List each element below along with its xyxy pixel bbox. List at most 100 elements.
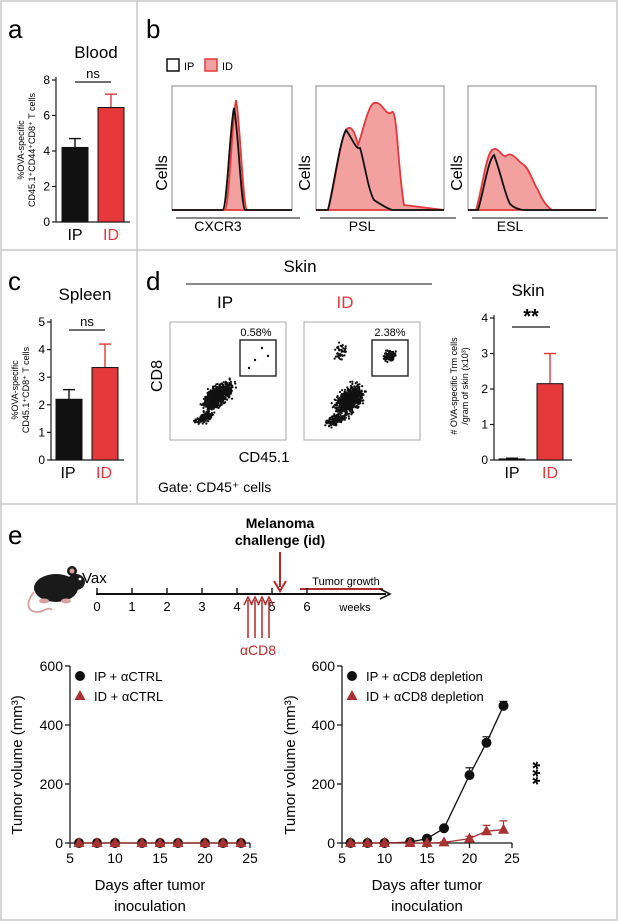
flow-dot	[210, 392, 213, 396]
tumor-growth-actrl-chart: 0 200 400 600 5 10 15 20 25 IP + αCTRL ID + αCTRL	[40, 658, 258, 866]
e-left-point-1-2	[109, 837, 121, 847]
flow-dot	[358, 383, 361, 386]
panel-c-ytick-label-2: 2	[38, 398, 45, 412]
flow-plot-id-dots	[324, 341, 397, 429]
flow-dot	[383, 356, 386, 359]
flow-dot	[341, 404, 344, 408]
flow-dot	[342, 393, 345, 396]
flow-dot	[343, 398, 346, 401]
flow-dot	[203, 413, 206, 416]
e-right-series-line-0	[350, 705, 505, 844]
panel-a-ytick-label-2: 4	[43, 144, 50, 158]
flow-dot	[224, 388, 227, 391]
flow-dot	[342, 347, 345, 350]
flow-dot	[338, 409, 341, 412]
flow-dot	[217, 394, 220, 397]
flow-dot	[328, 421, 331, 424]
panel-d-bar-ylabel-2: /gram of skin (x10³)	[460, 347, 470, 425]
flow-dot	[218, 404, 221, 407]
flow-dot	[361, 385, 364, 388]
flow-dot	[347, 393, 350, 397]
flow-dot	[209, 399, 212, 403]
flow-dot	[349, 405, 352, 408]
flow-plot-id-gate	[371, 339, 409, 377]
flow-dot	[223, 393, 226, 396]
flow-dot	[343, 402, 346, 405]
flow-dot	[349, 384, 353, 387]
flow-dot	[210, 394, 213, 398]
flow-dot	[347, 402, 350, 405]
panel-d-bar-id	[536, 383, 564, 461]
e-right-ytick-label-2: 400	[312, 717, 336, 733]
flow-dot	[230, 384, 233, 387]
flow-dot	[390, 359, 393, 362]
flow-dot	[393, 352, 396, 355]
timeline-challenge-line2: challenge (id)	[235, 532, 325, 548]
histogram-psl-id-curve	[316, 101, 445, 211]
panel-d-xlabel-ip: IP	[504, 465, 519, 482]
timeline-acd8-arrows	[243, 595, 274, 638]
panel-letter-d: d	[146, 266, 160, 296]
panel-c-ylabel-2: CD45.1⁺CD8⁺ T cells	[21, 346, 31, 433]
flow-dot	[358, 392, 361, 395]
timeline-weeks-label: weeks	[338, 602, 371, 614]
e-right-xtick-label-4: 25	[504, 850, 520, 866]
e-left-point-1-3	[136, 837, 148, 847]
panel-c-ytick-label-4: 4	[38, 343, 45, 357]
panel-d-skin-header: Skin	[283, 257, 316, 276]
flow-dot	[213, 391, 216, 394]
flow-dot	[341, 389, 344, 392]
flow-dot	[382, 357, 385, 360]
flow-dot	[351, 409, 354, 412]
e-left-legend-marker-0	[75, 671, 85, 681]
flow-dot	[349, 410, 352, 413]
flow-dot	[384, 352, 387, 355]
e-left-point-1-5	[172, 837, 184, 847]
e-right-point-0-5	[439, 823, 449, 834]
flow-dot	[266, 354, 270, 358]
flow-dot	[217, 406, 220, 409]
panel-c-xlabel-id: ID	[96, 465, 112, 482]
flow-dot	[324, 424, 327, 427]
e-right-xtick-label-0: 5	[338, 850, 346, 866]
histogram-esl-ip-curve	[468, 153, 596, 211]
e-right-point-1-4	[421, 837, 433, 847]
legend-id-swatch	[204, 58, 218, 72]
flow-dot	[224, 390, 227, 393]
flow-dot	[338, 341, 341, 344]
flow-dot	[361, 402, 365, 405]
flow-dot	[230, 397, 234, 400]
mouse-icon	[27, 566, 85, 613]
flow-dot	[210, 406, 213, 409]
flow-dot	[228, 395, 231, 398]
flow-dot	[340, 419, 343, 422]
e-left-xtick-label-4: 25	[242, 850, 258, 866]
flow-dot	[219, 399, 222, 402]
e-left-ytick-label-2: 400	[40, 717, 64, 733]
flow-dot	[204, 418, 207, 421]
skin-bar-chart: 0 1 2 3 4 **	[481, 306, 572, 467]
e-right-point-1-3	[404, 837, 416, 847]
panel-d-ytick-label-1: 1	[481, 418, 488, 432]
flow-dot	[333, 357, 336, 360]
e-right-point-0-7	[481, 737, 492, 748]
flow-dot	[357, 402, 360, 405]
histogram-psl-ylabel: Cells	[297, 155, 314, 191]
flow-dot	[337, 347, 340, 350]
flow-dot	[227, 387, 230, 390]
timeline-challenge-line1: Melanoma	[246, 515, 315, 531]
flow-dot	[344, 393, 347, 396]
histogram-cxcr3: Cells CXCR3	[154, 85, 300, 234]
e-right-ytick-label-0: 0	[327, 835, 335, 851]
histogram-esl-xlabel: ESL	[497, 218, 524, 234]
e-right-point-1-6	[464, 832, 475, 843]
flow-dot	[333, 423, 336, 426]
flow-plot-id-gate-value: 2.38%	[374, 327, 405, 339]
flow-dot	[334, 410, 338, 413]
flow-dot	[227, 384, 230, 387]
flow-dot	[337, 415, 340, 418]
e-left-xtick-label-2: 15	[152, 850, 168, 866]
flow-plot-ip-gate-value: 0.58%	[240, 327, 271, 339]
flow-dot	[220, 403, 223, 406]
